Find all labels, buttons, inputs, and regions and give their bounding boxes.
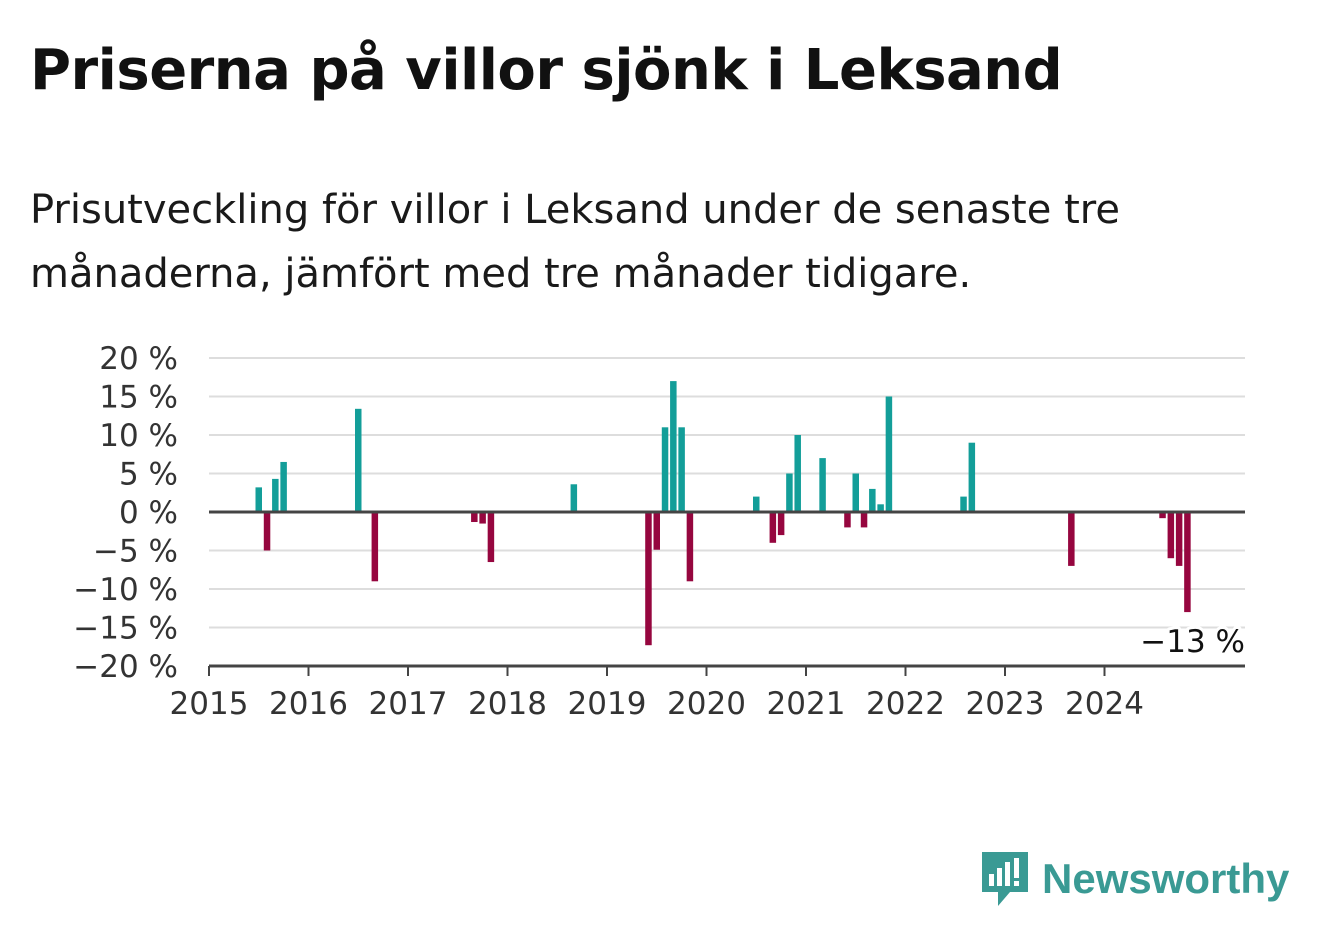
x-tick-label: 2020 bbox=[667, 686, 746, 722]
bar-positive bbox=[869, 488, 876, 512]
bar-chart: 20 %15 %10 %5 %0 %−5 %−10 %−15 %−20 %201… bbox=[73, 341, 1248, 722]
bar-positive bbox=[786, 473, 793, 512]
bar-negative bbox=[645, 512, 652, 646]
y-tick-label: −15 % bbox=[73, 611, 178, 647]
bar-positive bbox=[753, 496, 760, 512]
y-tick-label: 10 % bbox=[99, 418, 178, 454]
bar-negative bbox=[653, 512, 660, 550]
x-tick-label: 2016 bbox=[269, 686, 348, 722]
bar-positive bbox=[355, 408, 362, 512]
bar-positive bbox=[570, 484, 578, 512]
y-tick-label: 0 % bbox=[119, 495, 178, 531]
bar-negative bbox=[844, 512, 851, 528]
bar-negative bbox=[471, 512, 478, 523]
x-tick-label: 2022 bbox=[866, 686, 945, 722]
bar-positive bbox=[885, 396, 893, 512]
bar-positive bbox=[272, 478, 279, 512]
y-tick-label: 15 % bbox=[99, 380, 178, 416]
last-value-label: −13 % bbox=[1140, 624, 1245, 660]
brand-name: Newsworthy bbox=[1042, 855, 1290, 902]
bar-negative bbox=[479, 512, 486, 524]
newsworthy-logo: Newsworthy bbox=[980, 848, 1289, 910]
bar-negative bbox=[686, 512, 694, 582]
y-tick-label: −20 % bbox=[73, 649, 178, 685]
bar-positive bbox=[255, 487, 262, 512]
chart-title: Priserna på villor sjönk i Leksand bbox=[30, 38, 1063, 103]
bar-positive bbox=[678, 427, 685, 512]
y-tick-label: −5 % bbox=[93, 534, 178, 570]
bar-negative bbox=[1175, 512, 1183, 566]
chart-subtitle: Prisutveckling för villor i Leksand unde… bbox=[30, 187, 1120, 297]
newsworthy-logo-icon bbox=[982, 852, 1028, 906]
bar-positive bbox=[280, 461, 287, 512]
bar-negative bbox=[487, 512, 495, 563]
bar-negative bbox=[860, 512, 868, 528]
bar-negative bbox=[1159, 512, 1166, 519]
x-tick-label: 2019 bbox=[568, 686, 647, 722]
bar-positive bbox=[819, 458, 826, 512]
bar-negative bbox=[371, 512, 379, 582]
bar-negative bbox=[1068, 512, 1075, 566]
x-tick-label: 2015 bbox=[170, 686, 249, 722]
x-tick-label: 2024 bbox=[1065, 686, 1144, 722]
y-tick-label: 20 % bbox=[99, 341, 178, 377]
bar-positive bbox=[852, 473, 859, 512]
bar-negative bbox=[769, 512, 777, 543]
x-tick-label: 2023 bbox=[966, 686, 1045, 722]
bar-negative bbox=[1167, 512, 1175, 559]
x-tick-label: 2018 bbox=[468, 686, 547, 722]
y-tick-label: −10 % bbox=[73, 572, 178, 608]
y-tick-label: 5 % bbox=[119, 457, 178, 493]
bar-negative bbox=[263, 512, 271, 551]
bar-negative bbox=[777, 512, 785, 536]
x-tick-label: 2021 bbox=[767, 686, 846, 722]
bar-positive bbox=[670, 381, 677, 512]
x-tick-label: 2017 bbox=[369, 686, 448, 722]
bar-positive bbox=[661, 427, 669, 512]
bar-negative bbox=[1184, 512, 1191, 613]
bar-positive bbox=[960, 496, 967, 512]
bar-positive bbox=[794, 435, 801, 512]
bar-positive bbox=[968, 442, 976, 512]
bar-positive bbox=[877, 504, 884, 512]
